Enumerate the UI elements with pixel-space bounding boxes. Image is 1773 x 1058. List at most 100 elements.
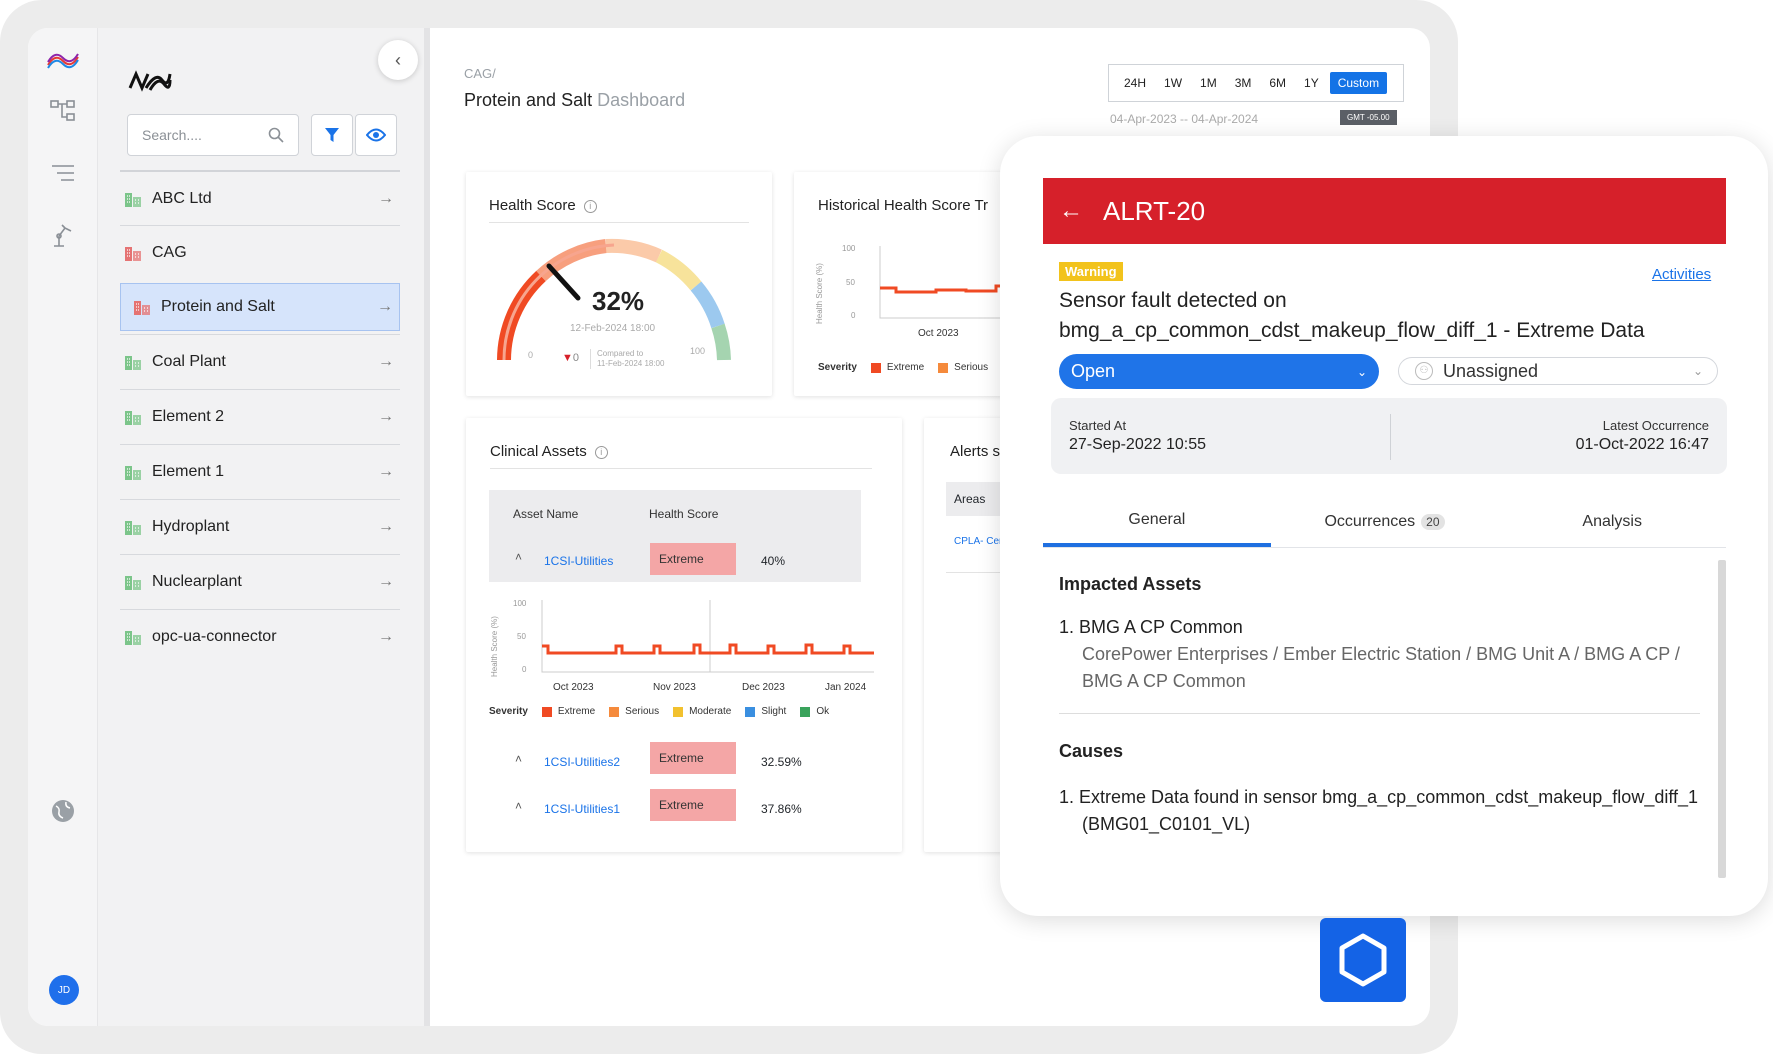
back-arrow-icon[interactable]: ←: [1059, 197, 1083, 224]
sidebar-item[interactable]: Element 1 →: [120, 444, 400, 499]
app-logo-icon[interactable]: [46, 44, 80, 78]
globe-icon[interactable]: [46, 794, 80, 828]
collapse-row-icon[interactable]: ˄: [515, 752, 523, 766]
latest-label: Latest Occurrence: [1602, 418, 1709, 433]
building-icon: [125, 576, 141, 590]
scrollbar[interactable]: [1718, 560, 1726, 878]
range-24h[interactable]: 24H: [1124, 76, 1147, 90]
breadcrumb[interactable]: CAG/: [464, 66, 496, 81]
arrow-right-icon[interactable]: →: [378, 408, 394, 425]
tab-general[interactable]: General: [1043, 496, 1271, 547]
app-launcher-button[interactable]: [1320, 918, 1406, 1002]
sidebar-item[interactable]: opc-ua-connector →: [120, 609, 400, 664]
info-icon[interactable]: i: [594, 446, 608, 459]
health-score-title: Health Score i: [489, 197, 597, 214]
avatar[interactable]: JD: [49, 975, 79, 1005]
impacted-asset-path: CorePower Enterprises / Ember Electric S…: [1082, 644, 1680, 664]
legend-slight: Slight: [761, 706, 787, 717]
range-1w[interactable]: 1W: [1164, 76, 1183, 90]
sidebar-item[interactable]: Element 2 →: [120, 389, 400, 444]
arrow-right-icon[interactable]: →: [378, 518, 394, 535]
asset-link[interactable]: 1CSI-Utilities1: [544, 802, 621, 816]
filter-button[interactable]: [311, 114, 353, 156]
legend-swatch: [673, 706, 684, 717]
page-title-main: Protein and Salt: [464, 90, 593, 110]
legend-swatch: [609, 706, 620, 717]
clinical-xtick: Jan 2024: [825, 682, 867, 693]
table-row[interactable]: ˄ 1CSI-Utilities Extreme 40%: [489, 536, 861, 582]
status-value: Open: [1071, 361, 1116, 381]
legend-moderate: Moderate: [689, 706, 732, 717]
collapse-row-icon[interactable]: ˄: [515, 550, 523, 564]
collapse-sidebar-button[interactable]: ‹: [378, 40, 418, 80]
clinical-table-header: Asset Name Health Score: [489, 490, 861, 536]
search-icon: [268, 127, 284, 143]
alert-title: Sensor fault detected on bmg_a_cp_common…: [1059, 286, 1719, 346]
historical-ytick-100: 100: [842, 244, 856, 253]
clinical-ylabel: Health Score (%): [490, 616, 499, 677]
sidebar-item[interactable]: Hydroplant →: [120, 499, 400, 554]
sidebar-item[interactable]: Coal Plant →: [120, 334, 400, 389]
severity-label: Severity: [489, 706, 528, 717]
clinical-xtick: Dec 2023: [742, 682, 785, 693]
range-6m[interactable]: 6M: [1269, 76, 1287, 90]
legend-serious: Serious: [954, 362, 989, 373]
sidebar-item[interactable]: CAG: [120, 225, 400, 280]
alerts-area-link[interactable]: CPLA- Cer: [954, 536, 1003, 547]
health-delta-value: 0: [572, 352, 580, 364]
health-score-title-text: Health Score: [489, 197, 576, 214]
col-health-score: Health Score: [649, 507, 719, 521]
hierarchy-icon[interactable]: [46, 94, 80, 128]
sidebar-item[interactable]: ABC Ltd →: [120, 170, 400, 225]
arrow-right-icon[interactable]: →: [378, 353, 394, 370]
building-icon: [125, 466, 141, 480]
divider: [946, 572, 1046, 573]
arrow-right-icon[interactable]: →: [378, 573, 394, 590]
arrow-right-icon[interactable]: →: [378, 463, 394, 480]
clinical-xtick: Nov 2023: [653, 682, 696, 693]
robot-arm-icon[interactable]: [46, 218, 80, 252]
legend-serious: Serious: [625, 706, 660, 717]
info-icon[interactable]: i: [583, 200, 597, 213]
range-1m[interactable]: 1M: [1200, 76, 1217, 90]
search-input[interactable]: Search....: [127, 114, 299, 156]
range-1y[interactable]: 1Y: [1304, 76, 1319, 90]
list-icon[interactable]: [46, 156, 80, 190]
sidebar-item[interactable]: Nuclearplant →: [120, 554, 400, 609]
cause-item-2: (BMG01_C0101_VL): [1082, 814, 1251, 834]
icon-rail: JD: [28, 28, 98, 1026]
activities-link[interactable]: Activities: [1652, 266, 1712, 283]
impacted-assets-title: Impacted Assets: [1059, 574, 1202, 594]
sidebar-item-label: CAG: [152, 244, 187, 261]
sidebar-item[interactable]: Protein and Salt →: [120, 283, 400, 331]
status-dropdown[interactable]: Open ⌄: [1059, 354, 1379, 389]
tab-occurrences[interactable]: Occurrences 20: [1271, 496, 1499, 547]
hexagon-icon: [1339, 933, 1387, 987]
arrow-right-icon[interactable]: →: [378, 189, 394, 207]
alert-id: ALRT-20: [1103, 195, 1206, 226]
range-3m[interactable]: 3M: [1234, 76, 1252, 90]
asset-link[interactable]: 1CSI-Utilities2: [544, 755, 621, 769]
health-gauge: [497, 238, 731, 361]
historical-ylabel: Health Score (%): [815, 263, 824, 324]
visibility-button[interactable]: [355, 114, 397, 156]
asset-link[interactable]: 1CSI-Utilities: [544, 554, 614, 568]
started-value: 27-Sep-2022 10:55: [1069, 436, 1206, 453]
sidebar-item-label: Element 2: [152, 408, 225, 425]
clinical-chart: [541, 600, 874, 673]
collapse-row-icon[interactable]: ˄: [515, 799, 523, 813]
clinical-ytick-100: 100: [513, 599, 527, 608]
table-row[interactable]: ˄ 1CSI-Utilities2 Extreme 32.59%: [489, 738, 861, 784]
table-row[interactable]: ˄ 1CSI-Utilities1 Extreme 37.86%: [489, 785, 861, 831]
cause-item: 1. Extreme Data found in sensor bmg_a_cp…: [1059, 787, 1699, 807]
asset-score: 37.86%: [761, 802, 802, 816]
arrow-right-icon[interactable]: →: [378, 628, 394, 645]
arrow-right-icon[interactable]: →: [377, 298, 393, 315]
assignee-dropdown[interactable]: ⚇ Unassigned ⌄: [1398, 357, 1718, 385]
health-score-date: 12-Feb-2024 18:00: [570, 323, 656, 334]
gauge-max: 100: [690, 346, 706, 356]
building-icon: [125, 521, 141, 535]
asset-sidebar: Search.... ABC Ltd → CAG Protein and Salt → C…: [98, 28, 430, 1026]
range-custom[interactable]: Custom: [1329, 72, 1388, 94]
tab-analysis[interactable]: Analysis: [1582, 512, 1642, 530]
